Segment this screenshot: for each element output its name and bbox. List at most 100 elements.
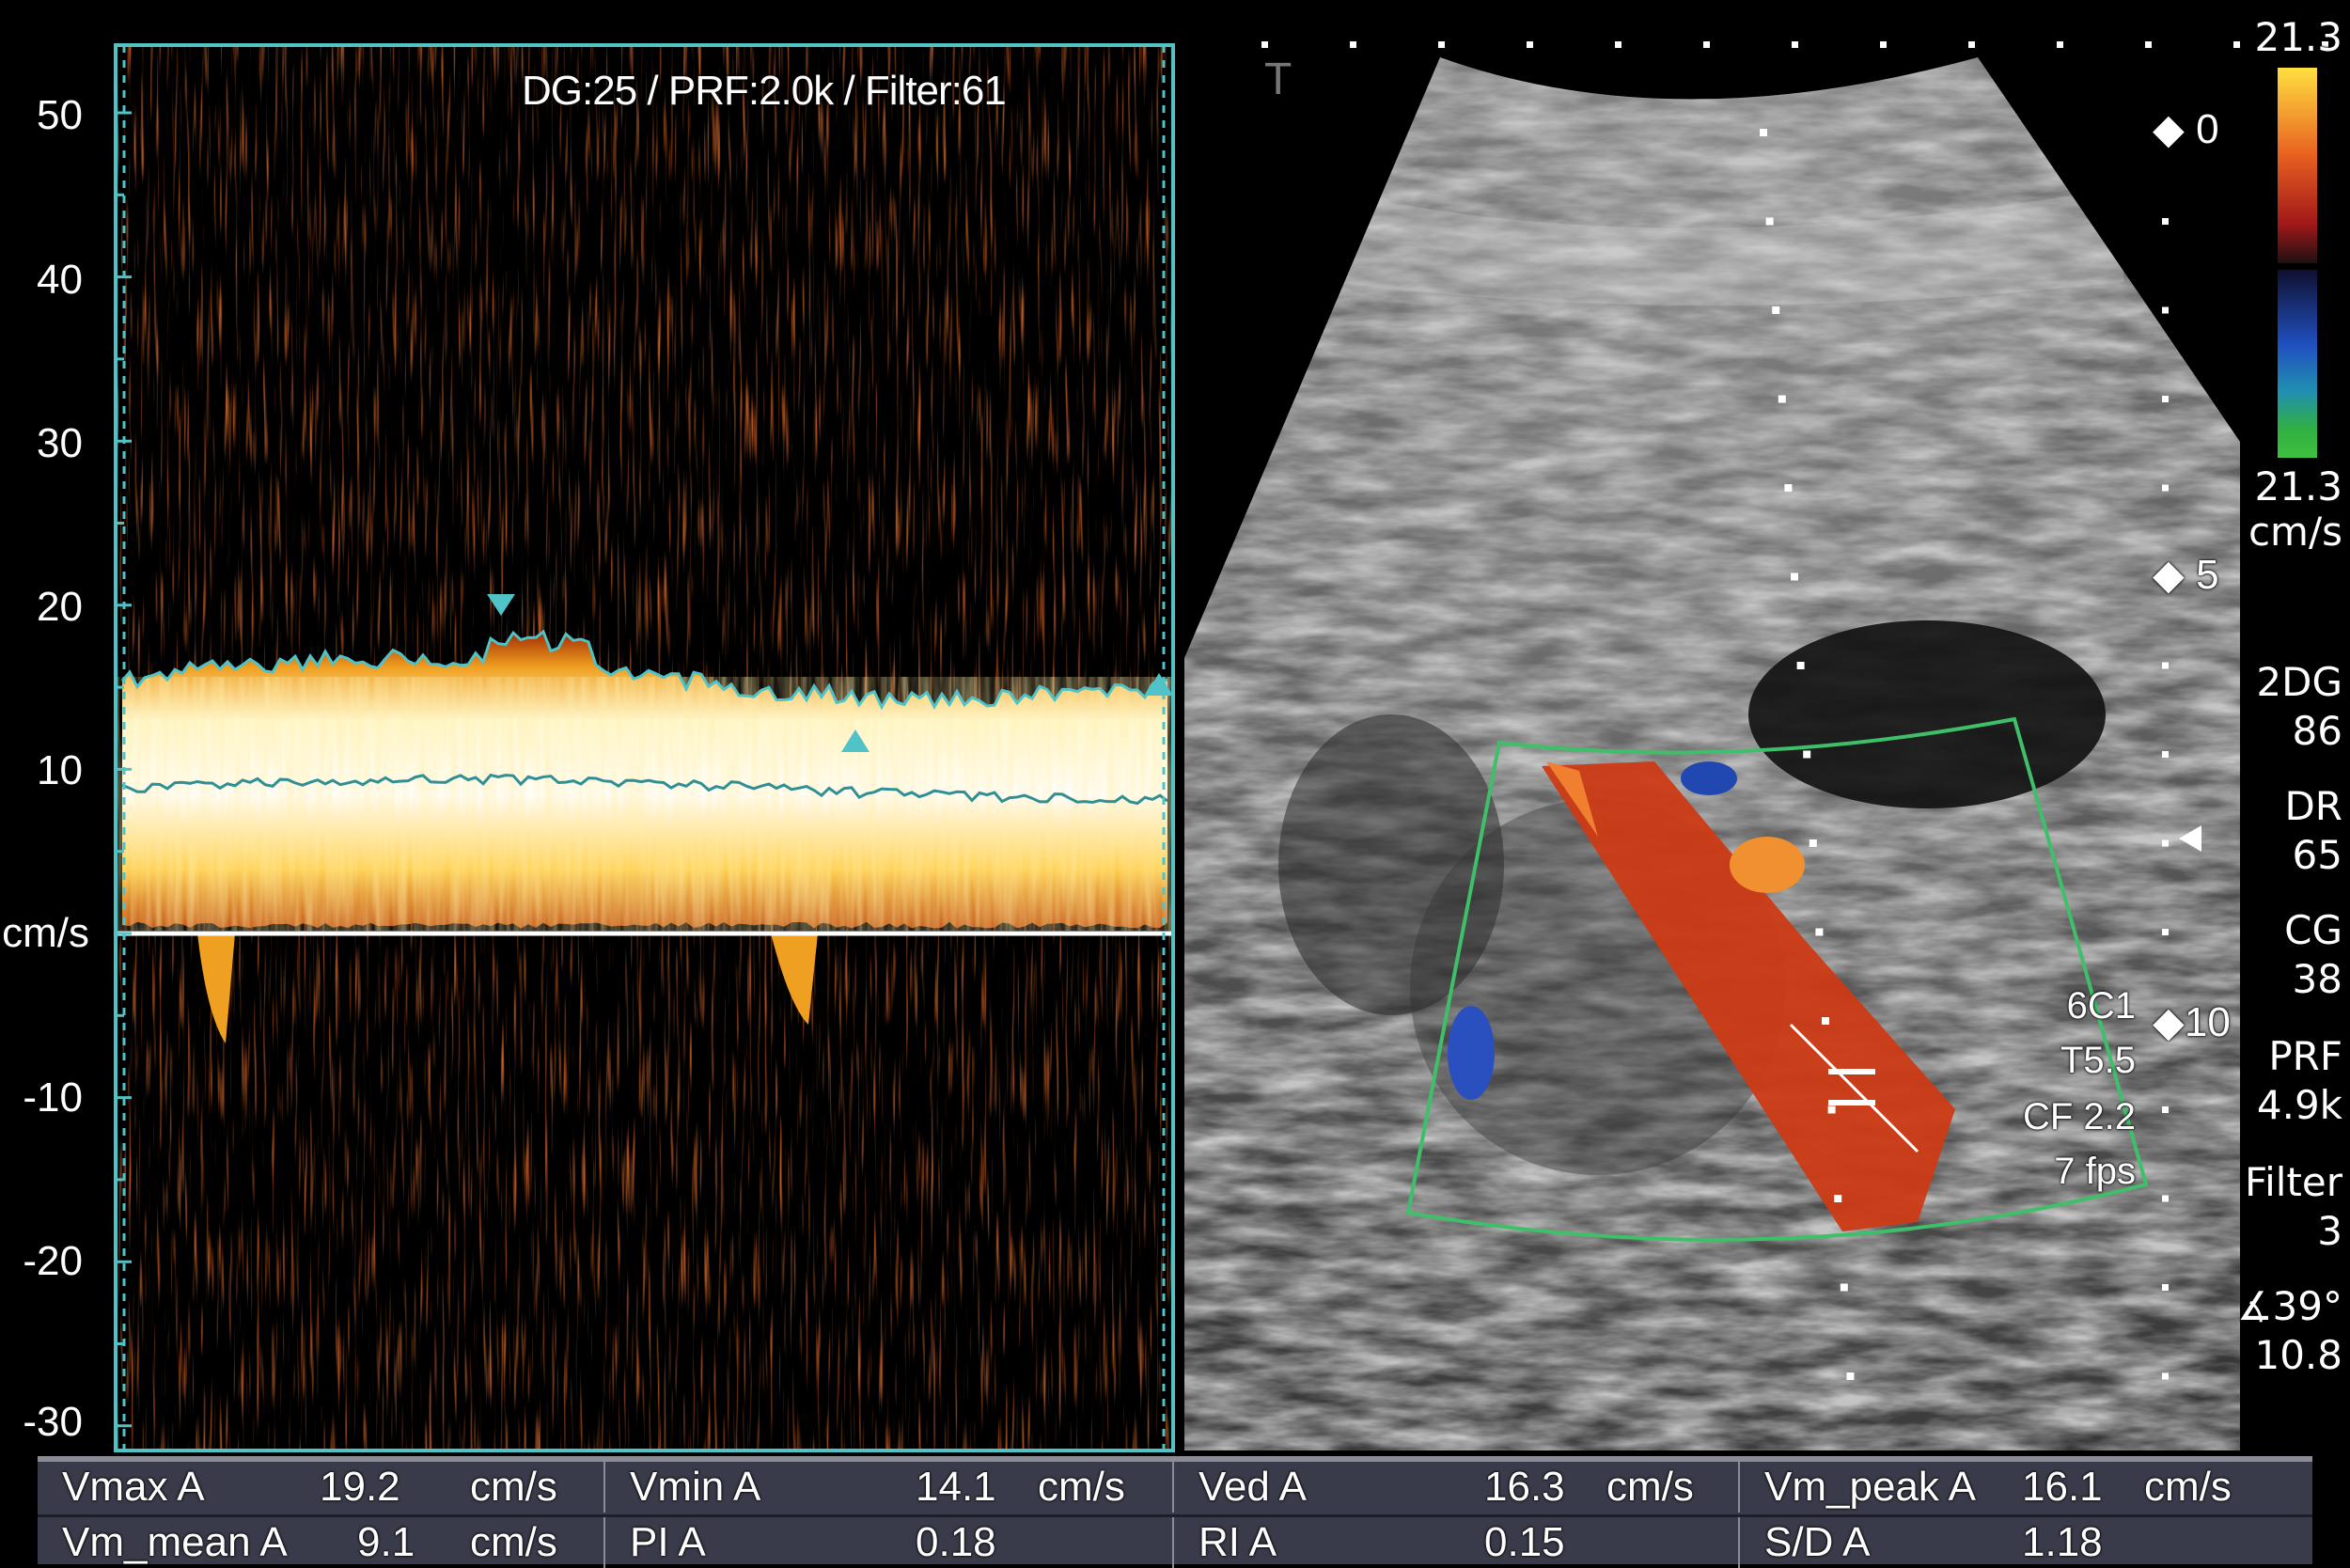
depth-dot: [2162, 839, 2169, 847]
scale-dot: [1527, 41, 1533, 48]
measurement-cell: Vmin A 14.1 cm/s: [603, 1462, 1172, 1513]
table-row: Vm_mean A 9.1 cm/s PI A 0.18 RI A 0.15 S/D A 1.1…: [38, 1514, 2312, 1568]
param-2dg: 2DG 86: [2256, 658, 2342, 756]
param-label: PRF: [2268, 1033, 2342, 1079]
gallbladder-region: [1748, 620, 2106, 808]
measurement-cell: Ved A 16.3 cm/s: [1172, 1462, 1738, 1513]
depth-dot: [2162, 751, 2169, 758]
measurement-label: Vmax A: [62, 1464, 205, 1510]
measurement-label: Vm_peak A: [1764, 1464, 1977, 1510]
probe-model: 6C1: [2066, 985, 2136, 1027]
depth-dot: [2162, 929, 2169, 935]
color-velocity-scale: [2278, 68, 2317, 458]
measurement-unit: cm/s: [1606, 1464, 1694, 1510]
tick-label: 40: [37, 257, 83, 303]
measurement-table: Vmax A 19.2 cm/s Vmin A 14.1 cm/s Ved A 16.3 cm/…: [38, 1456, 2312, 1568]
param-value: 4.9k: [2256, 1082, 2342, 1128]
measurement-unit: cm/s: [470, 1519, 557, 1565]
color-scale-max: 21.3: [2254, 14, 2342, 60]
depth-dot: [2162, 218, 2169, 225]
tick-label: -20: [23, 1238, 83, 1284]
param-prf: PRF 4.9k: [2257, 1032, 2342, 1130]
measurement-value: 16.1: [2022, 1464, 2103, 1510]
focus-marker-icon[interactable]: [2179, 825, 2201, 852]
depth-dot: [1796, 662, 1805, 669]
color-doppler-box[interactable]: [1405, 716, 2149, 1242]
depth-dot: [2162, 1284, 2169, 1291]
sample-volume-line[interactable]: [1789, 1023, 1919, 1153]
angle-value: 39°: [2272, 1283, 2342, 1329]
measurement-value: 1.18: [2022, 1519, 2103, 1565]
velocity-unit-label: cm/s: [2, 910, 89, 956]
thermal-index: T5.5: [2060, 1040, 2136, 1081]
probe-orientation-marker: T: [1264, 55, 1292, 104]
measurement-label: Vm_mean A: [62, 1519, 288, 1565]
depth-dot: [1784, 484, 1793, 492]
tick-label: 50: [37, 92, 83, 138]
scale-dot: [1792, 41, 1798, 48]
color-scale-unit: cm/s: [2248, 509, 2342, 555]
depth-dot: [2162, 1372, 2169, 1380]
depth-dot: [2162, 573, 2169, 580]
depth-scale: [1261, 41, 2328, 1468]
scale-dot: [2233, 41, 2240, 48]
tick-label: 20: [37, 584, 83, 630]
depth-dot: [2162, 396, 2169, 402]
param-label: Filter: [2244, 1159, 2342, 1205]
scale-dot: [1968, 41, 1975, 48]
tick-label: 30: [37, 420, 83, 466]
param-value: 38: [2292, 956, 2342, 1002]
measurement-value: 19.2: [320, 1464, 400, 1510]
measurement-label: S/D A: [1764, 1519, 1871, 1565]
measurement-unit: cm/s: [470, 1464, 557, 1510]
measurement-unit: cm/s: [2144, 1464, 2232, 1510]
measurement-cell: Vmax A 19.2 cm/s: [38, 1462, 603, 1513]
angle-icon: ∡: [2236, 1283, 2273, 1329]
param-dr: DR 65: [2284, 782, 2342, 880]
param-label: 2DG: [2256, 659, 2342, 705]
spectrum-frame: [114, 43, 1175, 1452]
angle-sub-value: 10.8: [2254, 1332, 2342, 1378]
depth-dot: [1840, 1283, 1848, 1292]
mean-envelope: [121, 773, 1168, 806]
depth-diamond-icon: ◆: [2153, 552, 2185, 598]
depth-diamond-icon: ◆: [2153, 106, 2185, 152]
measurement-label: RI A: [1198, 1519, 1277, 1565]
peak-envelope: [120, 629, 1168, 711]
cycle-marker-icon[interactable]: [1145, 673, 1173, 696]
scale-dot: [1880, 41, 1887, 48]
scale-dot: [2145, 41, 2152, 48]
depth-dot: [1815, 928, 1824, 936]
depth-dot: [1827, 1105, 1836, 1114]
measurement-cell: S/D A 1.18: [1738, 1517, 2312, 1568]
depth-dot: [1803, 750, 1811, 759]
depth-dot: [1809, 839, 1817, 847]
depth-dot: [1846, 1372, 1855, 1380]
peak-marker-icon[interactable]: [487, 594, 515, 616]
measurement-cell: PI A 0.18: [603, 1517, 1172, 1568]
depth-dot: [2162, 1106, 2169, 1113]
end-diastole-marker-icon[interactable]: [841, 729, 870, 752]
scale-dot: [1350, 41, 1356, 48]
measurement-value: 0.18: [916, 1519, 996, 1565]
depth-dot: [2162, 484, 2169, 492]
depth-dot: [1772, 306, 1780, 314]
depth-dot: [1765, 217, 1774, 226]
table-row: Vmax A 19.2 cm/s Vmin A 14.1 cm/s Ved A 16.3 cm/…: [38, 1462, 2312, 1513]
measurement-label: Ved A: [1198, 1464, 1308, 1510]
measurement-value: 0.15: [1484, 1519, 1565, 1565]
depth-marker: 0: [2196, 106, 2219, 152]
measurement-value: 14.1: [916, 1464, 996, 1510]
measurement-cell: Vm_peak A 16.1 cm/s: [1738, 1462, 2312, 1513]
param-filter: Filter 3: [2245, 1158, 2342, 1256]
measurement-value: 16.3: [1484, 1464, 1565, 1510]
param-value: 3: [2317, 1208, 2342, 1254]
param-value: 86: [2292, 708, 2342, 754]
depth-marker: 10: [2184, 999, 2231, 1045]
depth-dot: [1834, 1195, 1842, 1202]
depth-dot: [2162, 662, 2169, 669]
depth-marker: 5: [2196, 552, 2219, 598]
depth-dot: [2162, 306, 2169, 314]
b-mode-image: [1184, 57, 2240, 1450]
